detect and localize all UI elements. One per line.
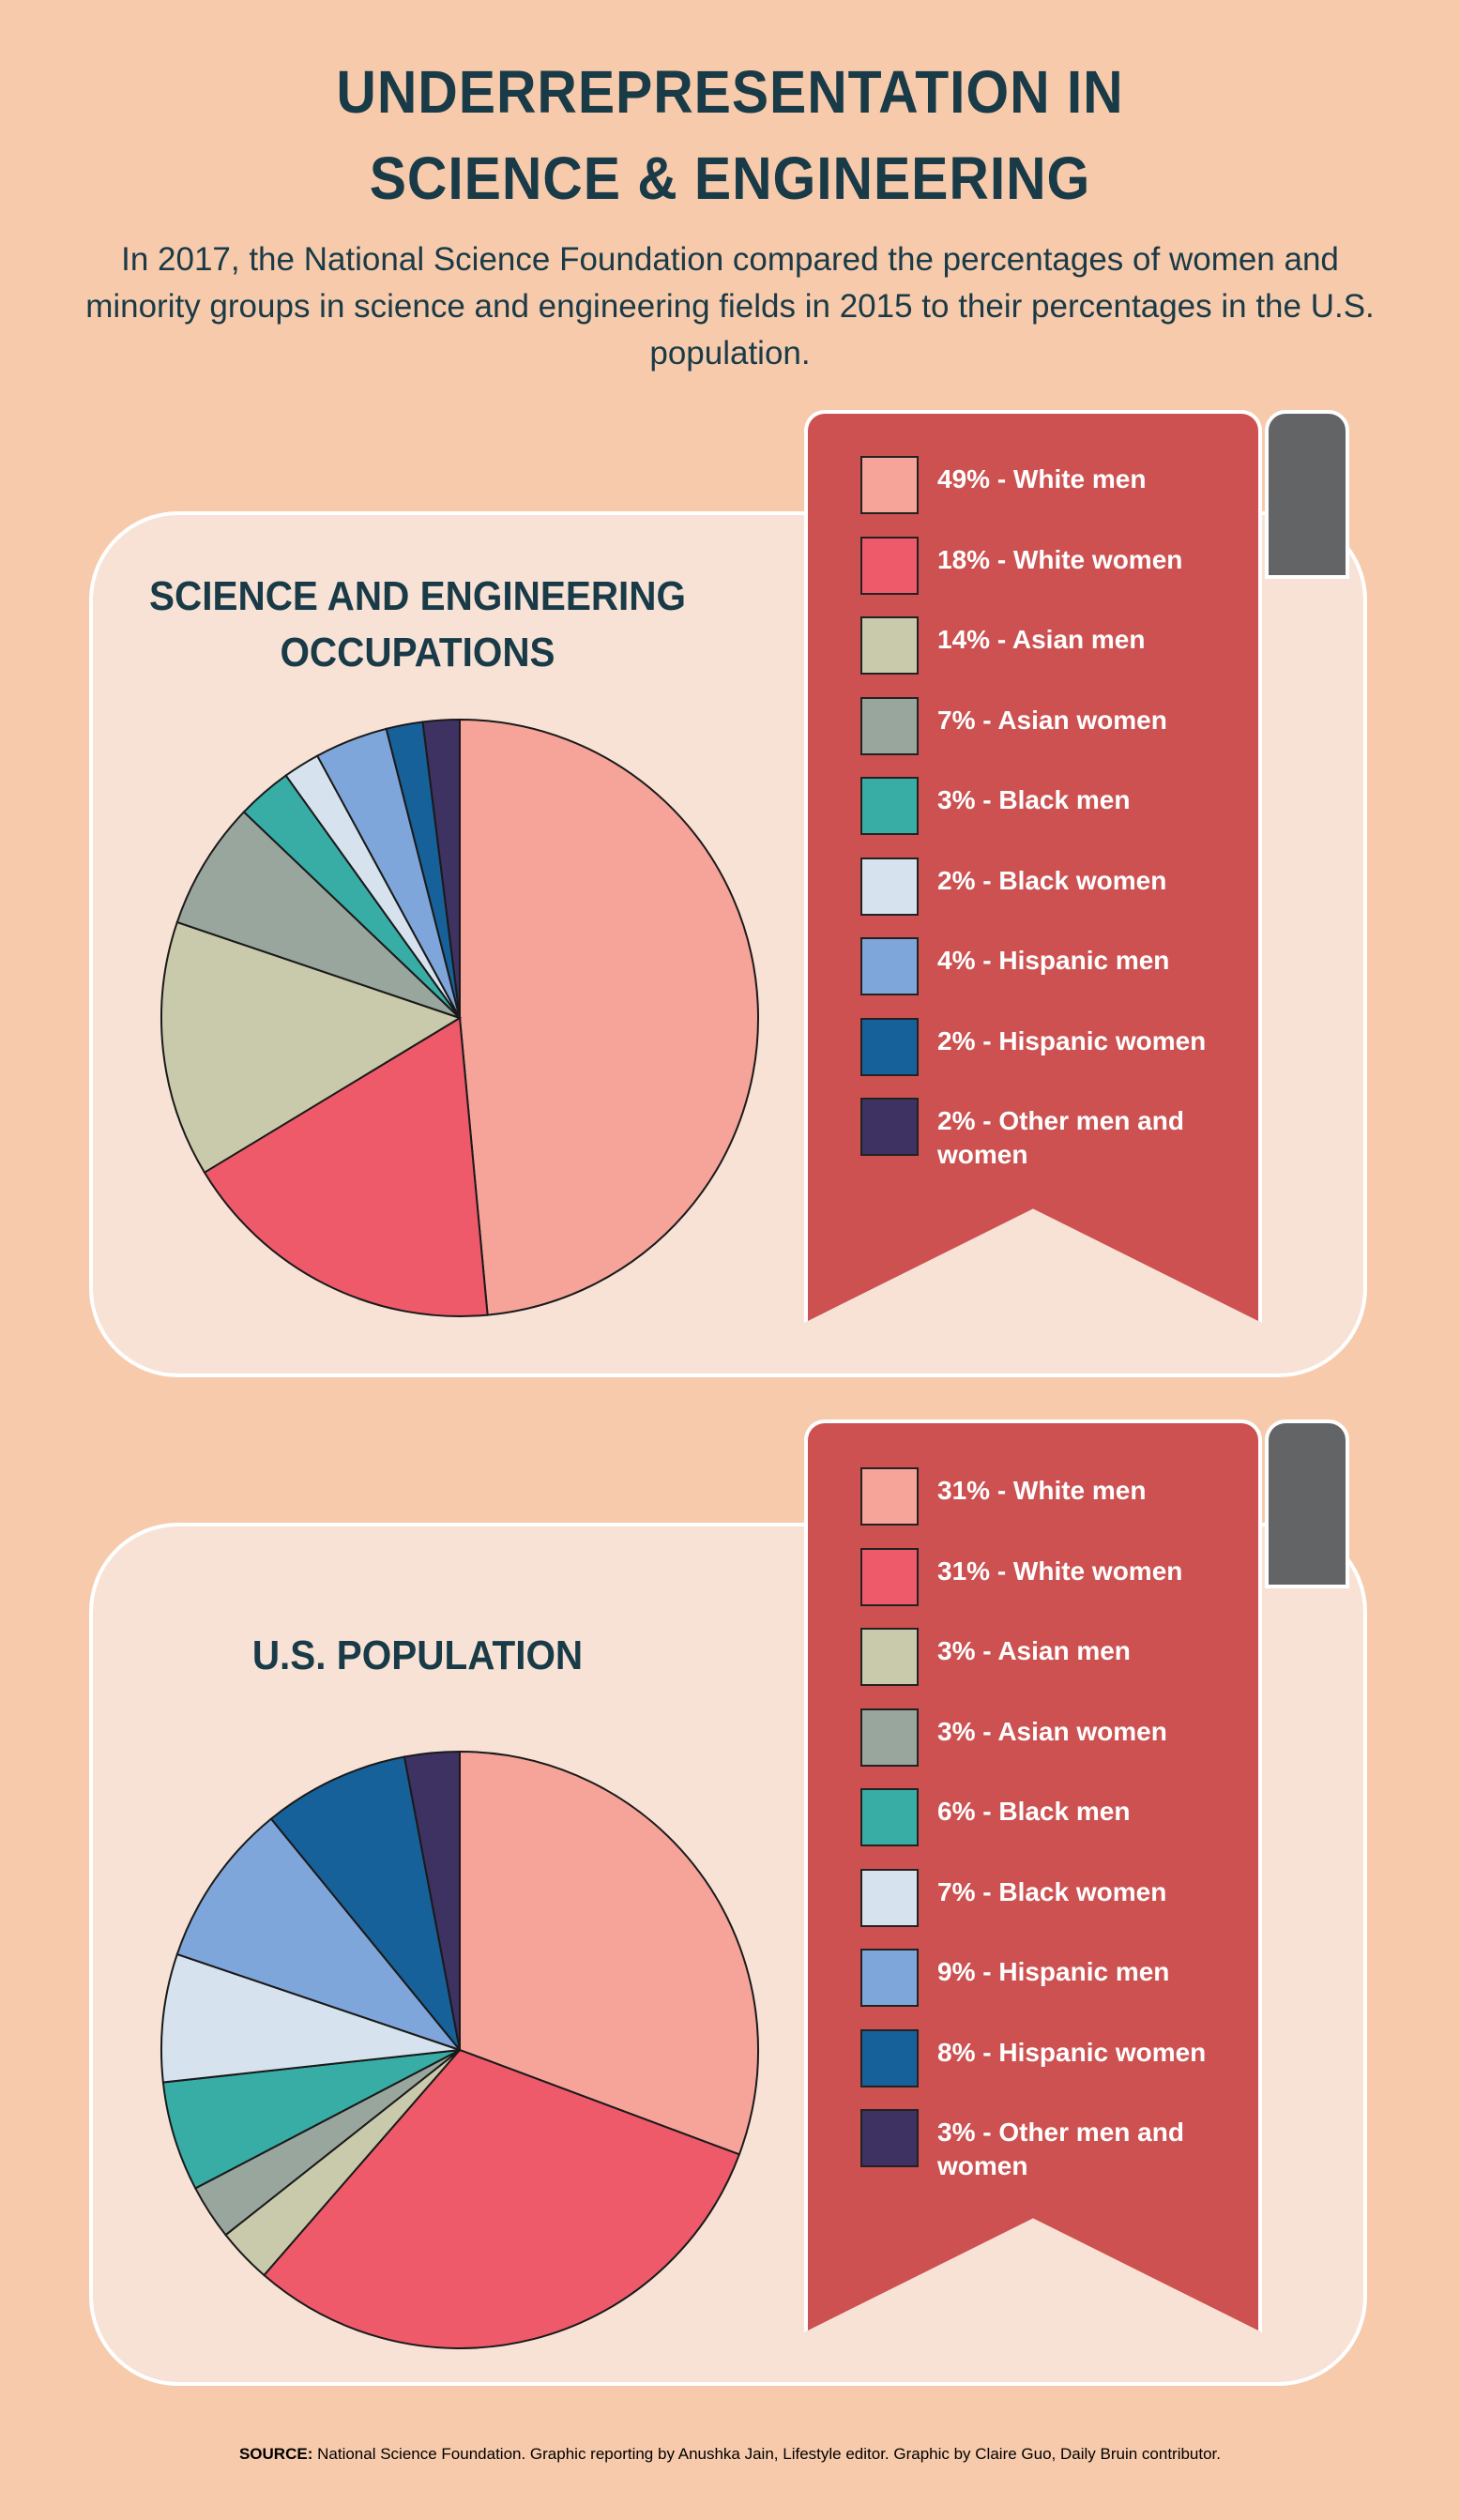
ribbon-tab-1 xyxy=(1265,410,1349,579)
legend-swatch xyxy=(860,1868,919,1927)
legend-swatch xyxy=(860,1467,919,1526)
pie-slice-asian-men xyxy=(160,920,463,1175)
legend-item-white-women: 31% - White women xyxy=(860,1547,1255,1614)
legend-swatch xyxy=(860,1708,919,1767)
legend-item-hispanic-men: 9% - Hispanic men xyxy=(860,1949,1255,2014)
title-line-1: UNDERREPRESENTATION IN xyxy=(336,58,1124,126)
pie-slice-white-women xyxy=(203,1016,489,1318)
chart-title-science-engineering: SCIENCE AND ENGINEERING OCCUPATIONS xyxy=(148,573,687,676)
source-footer: SOURCE: National Science Foundation. Gra… xyxy=(0,2445,1460,2464)
legend-item-black-women: 2% - Black women xyxy=(860,857,1255,923)
legend-swatch xyxy=(860,2109,919,2167)
legend-swatch xyxy=(860,616,919,675)
chart-title-us-population: U.S. POPULATION xyxy=(251,1632,584,1678)
pie-slice-other-men-and-women xyxy=(421,718,461,1019)
legend-swatch xyxy=(860,696,919,755)
legend-item-asian-women: 3% - Asian women xyxy=(860,1708,1255,1774)
legend-item-asian-women: 7% - Asian women xyxy=(860,696,1255,763)
legend-label: 4% - Hispanic men xyxy=(937,946,1170,975)
legend-swatch xyxy=(860,536,919,595)
legend-swatch xyxy=(860,1628,919,1686)
legend-label: 49% - White men xyxy=(937,464,1147,493)
legend-label: 3% - Asian women xyxy=(937,1716,1167,1746)
legend-label: 3% - Asian men xyxy=(937,1636,1131,1665)
legend-label: 3% - Other men and women xyxy=(937,2118,1184,2180)
legend-label: 6% - Black men xyxy=(937,1797,1131,1826)
legend-item-black-men: 3% - Black men xyxy=(860,777,1255,843)
legend-label: 7% - Black women xyxy=(937,1876,1167,1906)
legend-swatch xyxy=(860,1017,919,1076)
legend-swatch xyxy=(860,937,919,995)
legend-label: 8% - Hispanic women xyxy=(937,2037,1207,2067)
pie-chart-us-population xyxy=(160,1750,759,2349)
legend-label: 9% - Hispanic men xyxy=(937,1957,1170,1986)
ribbon-tab-2 xyxy=(1265,1419,1349,1588)
page-title: UNDERREPRESENTATION IN SCIENCE & ENGINEE… xyxy=(58,49,1402,221)
pie-slice-black-women xyxy=(160,1952,461,2084)
legend-item-hispanic-men: 4% - Hispanic men xyxy=(860,937,1255,1003)
legend-label: 31% - White women xyxy=(937,1556,1183,1586)
legend-swatch xyxy=(860,1547,919,1606)
legend-item-black-men: 6% - Black men xyxy=(860,1788,1255,1854)
pie-slice-asian-women xyxy=(175,811,461,1019)
pie-slice-white-men xyxy=(459,1750,759,2156)
legend-item-white-women: 18% - White women xyxy=(860,536,1255,602)
source-text: National Science Foundation. Graphic rep… xyxy=(317,2445,1222,2463)
title-line-2: SCIENCE & ENGINEERING xyxy=(369,144,1091,212)
legend-swatch xyxy=(860,1949,919,2007)
legend-label: 14% - Asian men xyxy=(937,625,1146,654)
page-subtitle: In 2017, the National Science Foundation… xyxy=(85,241,1375,372)
legend-item-hispanic-women: 8% - Hispanic women xyxy=(860,2028,1255,2095)
legend-swatch xyxy=(860,1098,919,1156)
legend-swatch xyxy=(860,1788,919,1846)
legend-label: 31% - White men xyxy=(937,1476,1147,1505)
legend-label: 7% - Asian women xyxy=(937,705,1167,735)
legend-label: 2% - Hispanic women xyxy=(937,1025,1207,1055)
legend-label: 18% - White women xyxy=(937,544,1183,574)
legend-item-hispanic-women: 2% - Hispanic women xyxy=(860,1017,1255,1084)
legend-item-other-men-and-women: 3% - Other men and women xyxy=(860,2109,1255,2180)
legend-item-other-men-and-women: 2% - Other men and women xyxy=(860,1098,1255,1169)
pie-slice-hispanic-women xyxy=(269,1755,461,2051)
legend-item-white-men: 31% - White men xyxy=(860,1467,1255,1533)
pie-slice-white-men xyxy=(459,718,760,1316)
legend-item-white-men: 49% - White men xyxy=(860,456,1255,522)
legend-swatch xyxy=(860,857,919,916)
legend-item-black-women: 7% - Black women xyxy=(860,1868,1255,1935)
legend-label: 2% - Other men and women xyxy=(937,1106,1184,1169)
pie-slice-white-women xyxy=(263,2048,741,2349)
legend-swatch xyxy=(860,777,919,835)
legend-item-asian-men: 3% - Asian men xyxy=(860,1628,1255,1693)
source-label: SOURCE: xyxy=(238,2445,313,2463)
legend-swatch xyxy=(860,2028,919,2087)
legend-swatch xyxy=(860,456,919,514)
legend-label: 2% - Black women xyxy=(937,865,1167,895)
pie-slice-hispanic-men xyxy=(175,1817,463,2053)
legend-item-asian-men: 14% - Asian men xyxy=(860,616,1255,682)
pie-slice-other-men-and-women xyxy=(403,1750,461,2051)
pie-chart-science-engineering xyxy=(160,718,760,1318)
legend-label: 3% - Black men xyxy=(937,785,1131,814)
